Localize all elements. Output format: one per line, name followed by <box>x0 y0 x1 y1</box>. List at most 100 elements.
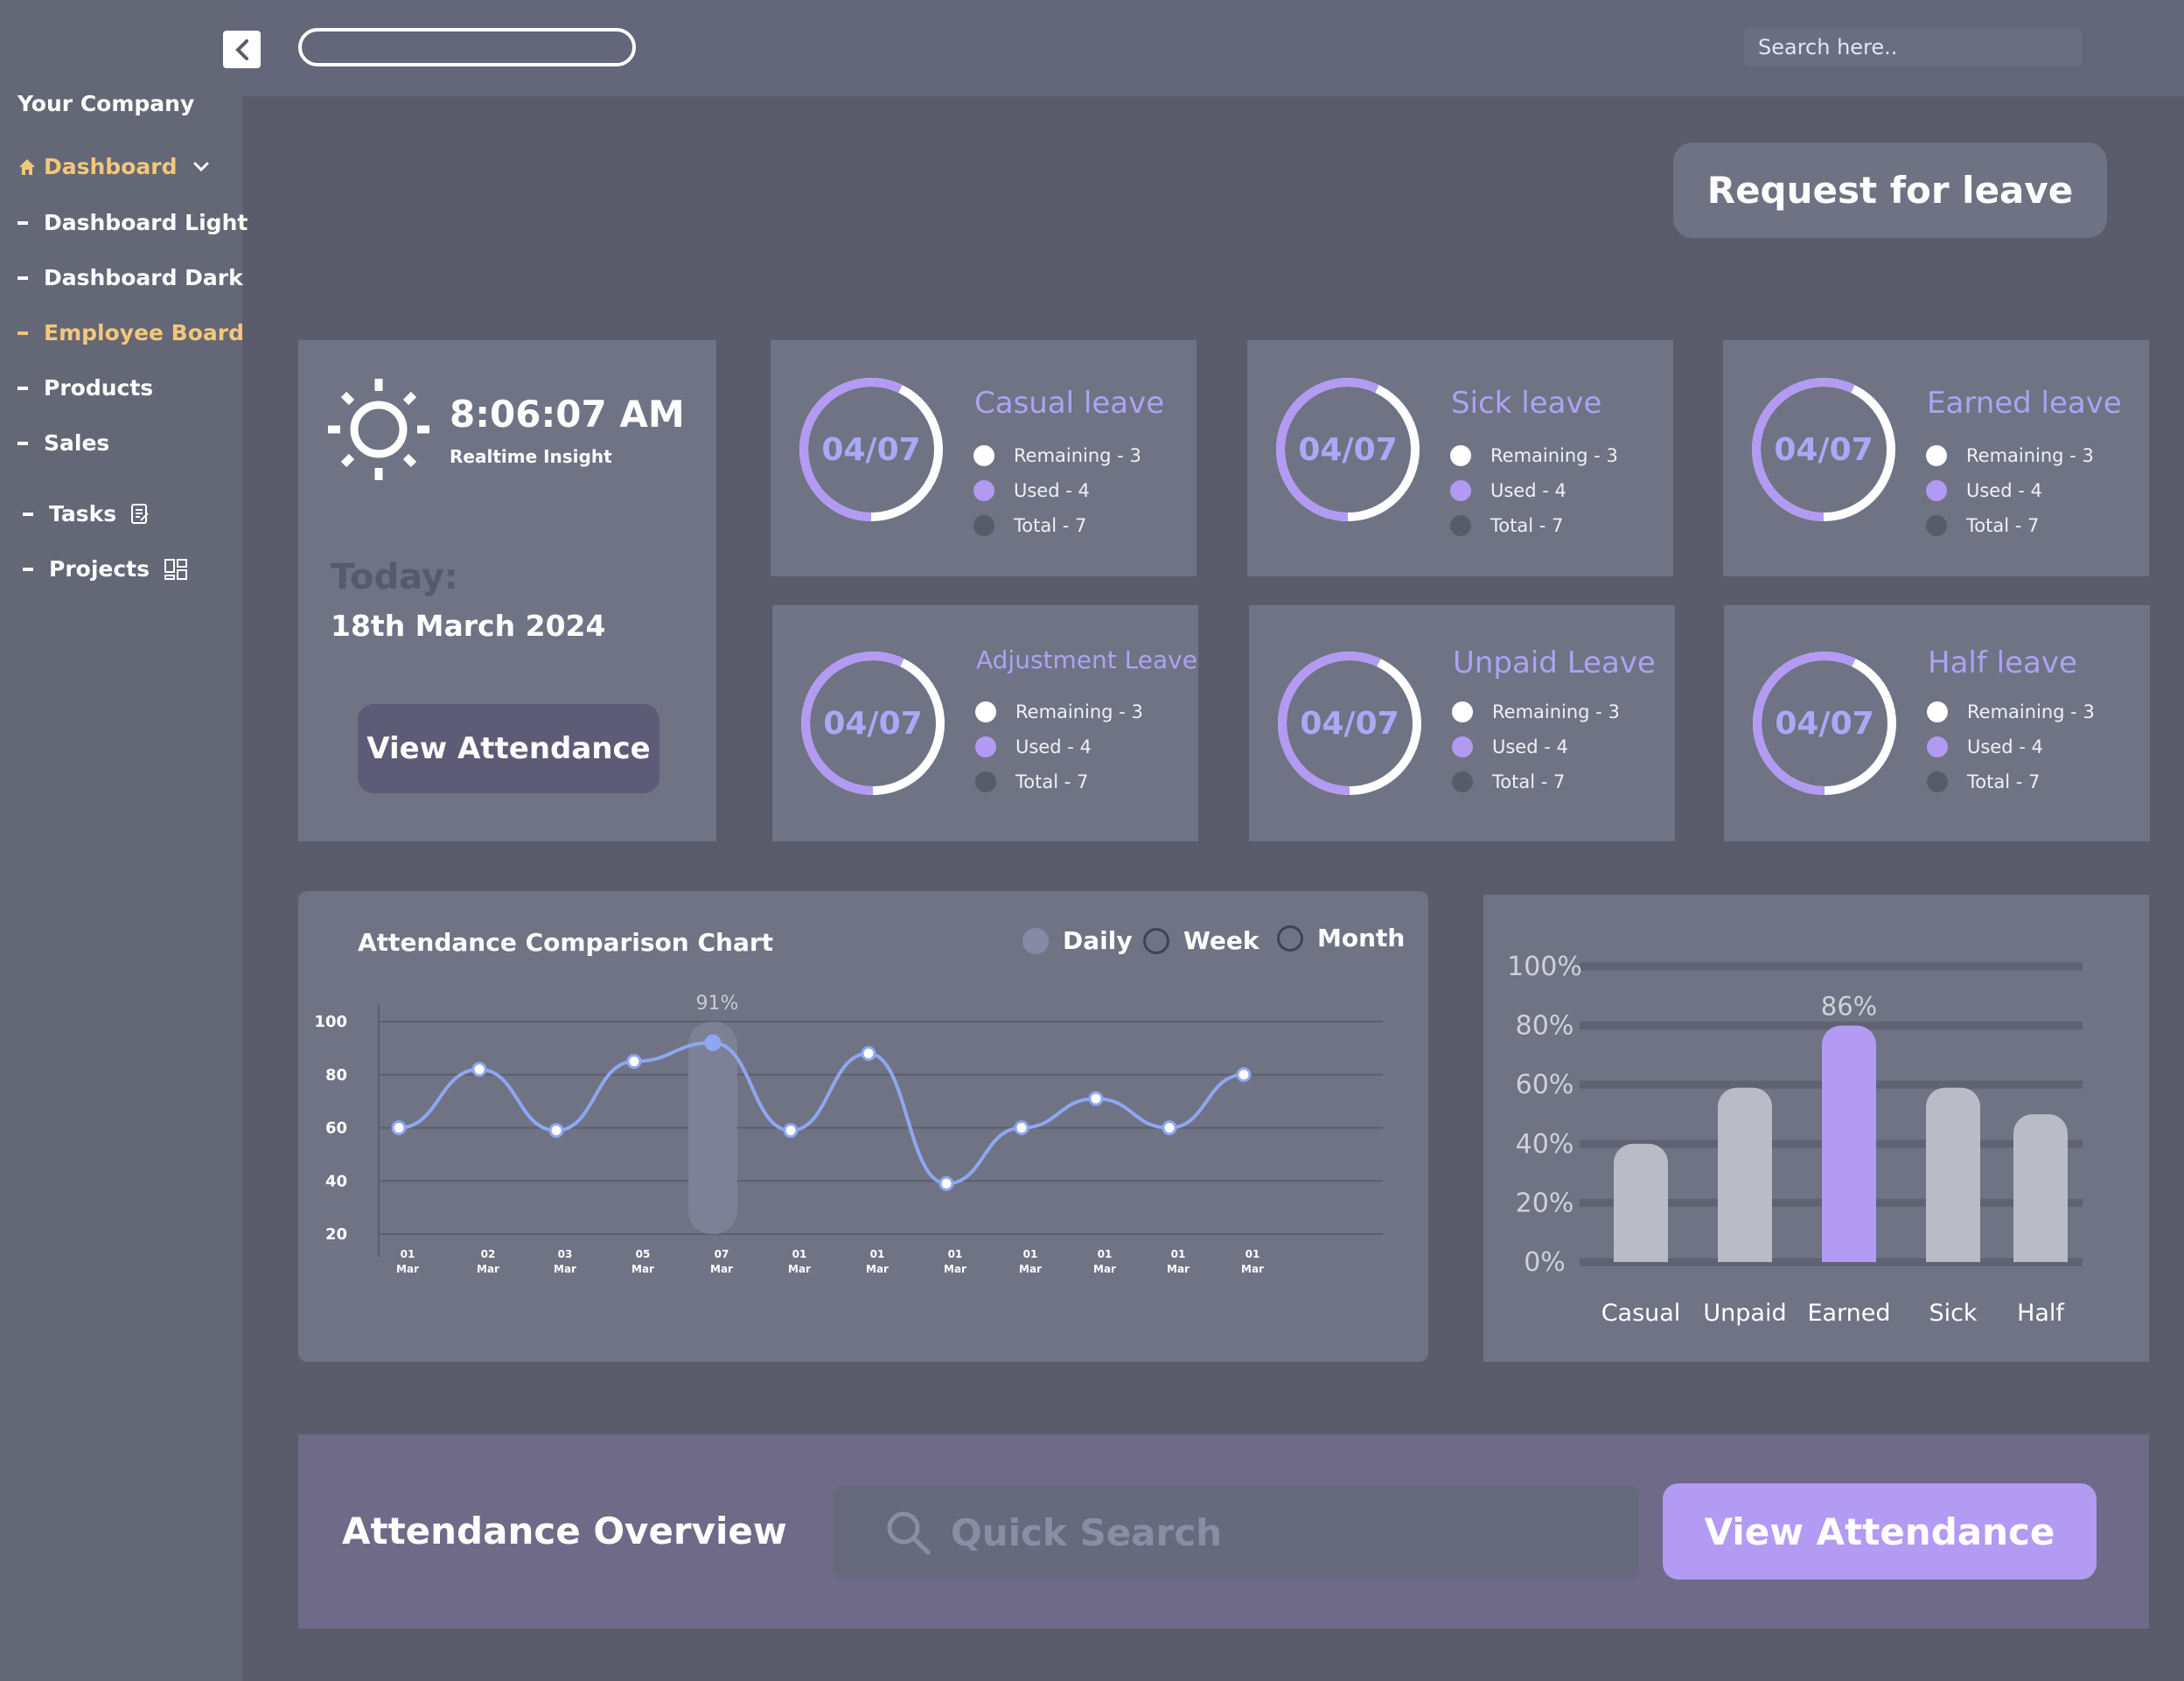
y-tick-label: 80% <box>1516 1011 1574 1042</box>
quick-search-input[interactable] <box>951 1510 1563 1554</box>
chevron-down-icon[interactable] <box>192 161 210 173</box>
leave-ratio: 04/07 <box>1775 705 1874 742</box>
series-line <box>398 1041 1245 1186</box>
legend-used: Used - 4 <box>1450 473 1618 508</box>
x-tick-day: 01 <box>870 1248 885 1260</box>
legend-total: Total - 7 <box>1927 764 2095 799</box>
dark-dot-icon <box>973 515 994 536</box>
bar <box>1926 1087 1980 1262</box>
ring-progress <box>1753 652 1896 795</box>
leave-ratio: 04/07 <box>823 705 923 742</box>
leave-legend: Remaining - 3 Used - 4 Total - 7 <box>1452 694 1620 799</box>
home-icon <box>17 157 37 177</box>
sidebar-item-products[interactable]: Products <box>17 375 153 401</box>
today-date: 18th March 2024 <box>331 609 606 643</box>
leave-progress-ring <box>1278 652 1421 795</box>
sidebar-item-dashboard-dark[interactable]: Dashboard Dark <box>17 265 243 290</box>
today-label: Today: <box>331 557 458 597</box>
dash-icon <box>17 220 28 225</box>
quick-search-box[interactable] <box>834 1485 1638 1580</box>
data-point <box>626 1054 642 1070</box>
sidebar-item-employee-board[interactable]: Employee Board <box>17 320 244 345</box>
x-tick-day: 01 <box>1171 1248 1186 1260</box>
legend-total-text: Total - 7 <box>1967 771 2041 792</box>
data-point <box>1162 1120 1177 1135</box>
leave-title: Earned leave <box>1927 386 2122 421</box>
y-tick-label: 60 <box>325 1120 347 1138</box>
sidebar-item-tasks[interactable]: Tasks <box>23 501 150 527</box>
legend-total: Total - 7 <box>1450 508 1618 543</box>
sidebar-item-label: Employee Board <box>44 320 245 345</box>
leave-title: Half leave <box>1928 645 2077 680</box>
legend-used-text: Used - 4 <box>1966 480 2042 501</box>
y-tick-label: 60% <box>1516 1070 1574 1100</box>
radio-month[interactable]: Month <box>1277 924 1405 952</box>
dash-icon <box>17 276 28 280</box>
radio-label: Week <box>1183 926 1259 955</box>
radio-daily[interactable]: Daily <box>1022 926 1133 955</box>
x-tick-day: 01 <box>792 1248 807 1260</box>
purple-dot-icon <box>1452 736 1473 757</box>
purple-dot-icon <box>973 480 994 501</box>
sidebar-item-dashboard[interactable]: Dashboard <box>17 154 210 179</box>
legend-used-text: Used - 4 <box>1492 736 1568 757</box>
sidebar-item-sales[interactable]: Sales <box>17 430 109 456</box>
ring-progress <box>799 378 943 521</box>
search-input[interactable] <box>1744 28 2082 66</box>
dash-icon <box>23 512 33 516</box>
view-attendance-button[interactable]: View Attendance <box>358 704 659 793</box>
radio-selected-icon <box>1022 927 1049 954</box>
search-icon <box>884 1509 932 1556</box>
leave-card-earned: 04/07 Earned leave Remaining - 3 Used - … <box>1723 340 2149 576</box>
legend-used: Used - 4 <box>973 473 1141 508</box>
view-attendance-button[interactable]: View Attendance <box>1663 1483 2097 1580</box>
sidebar-item-projects[interactable]: Projects <box>23 556 188 582</box>
x-tick-month: Mar <box>631 1263 654 1275</box>
x-tick-day: 01 <box>401 1248 415 1260</box>
leave-card-casual: 04/07 Casual leave Remaining - 3 Used - … <box>771 340 1197 576</box>
leave-card-unpaid: 04/07 Unpaid Leave Remaining - 3 Used - … <box>1249 605 1675 841</box>
dark-dot-icon <box>1450 515 1471 536</box>
dark-dot-icon <box>1927 771 1948 792</box>
dash-icon <box>17 331 28 335</box>
x-tick-month: Mar <box>788 1263 811 1275</box>
legend-used-text: Used - 4 <box>1967 736 2043 757</box>
data-point <box>1088 1091 1104 1106</box>
radio-empty-icon <box>1143 927 1169 954</box>
x-tick-month: Mar <box>396 1263 419 1275</box>
y-tick-label: 40 <box>325 1172 347 1190</box>
x-tick-label: Sick <box>1929 1300 1977 1327</box>
radio-week[interactable]: Week <box>1143 926 1259 955</box>
leave-card-half: 04/07 Half leave Remaining - 3 Used - 4 … <box>1724 605 2150 841</box>
bar-base <box>1822 1245 1876 1262</box>
legend-remaining: Remaining - 3 <box>973 438 1141 473</box>
radio-empty-icon <box>1277 924 1303 952</box>
x-tick-day: 01 <box>1098 1248 1113 1260</box>
request-leave-button[interactable]: Request for leave <box>1673 143 2107 238</box>
x-tick-month: Mar <box>1019 1263 1042 1275</box>
sidebar-item-label: Projects <box>49 556 150 582</box>
bar-base <box>2013 1245 2068 1262</box>
x-tick-month: Mar <box>866 1263 889 1275</box>
data-point <box>471 1062 487 1078</box>
legend-total-text: Total - 7 <box>1492 771 1566 792</box>
purple-dot-icon <box>1926 480 1947 501</box>
legend-total-text: Total - 7 <box>1015 771 1089 792</box>
leave-progress-ring <box>1752 378 1895 521</box>
sidebar-item-dashboard-light[interactable]: Dashboard Light <box>17 210 248 235</box>
legend-remaining: Remaining - 3 <box>1450 438 1618 473</box>
legend-total-text: Total - 7 <box>1966 515 2040 536</box>
leave-progress-ring <box>799 378 943 521</box>
bar <box>1718 1087 1772 1262</box>
collapse-sidebar-button[interactable] <box>223 31 261 68</box>
bar <box>1822 1025 1876 1262</box>
dash-icon <box>17 386 28 390</box>
clipboard-icon <box>130 503 150 526</box>
highlight-label: 86% <box>1821 992 1877 1022</box>
legend-remaining-text: Remaining - 3 <box>1014 445 1141 466</box>
y-tick-label: 0% <box>1524 1247 1566 1278</box>
white-dot-icon <box>1450 445 1471 466</box>
top-pill-input[interactable] <box>298 28 636 66</box>
dark-dot-icon <box>1926 515 1947 536</box>
x-tick-day: 05 <box>636 1248 651 1260</box>
